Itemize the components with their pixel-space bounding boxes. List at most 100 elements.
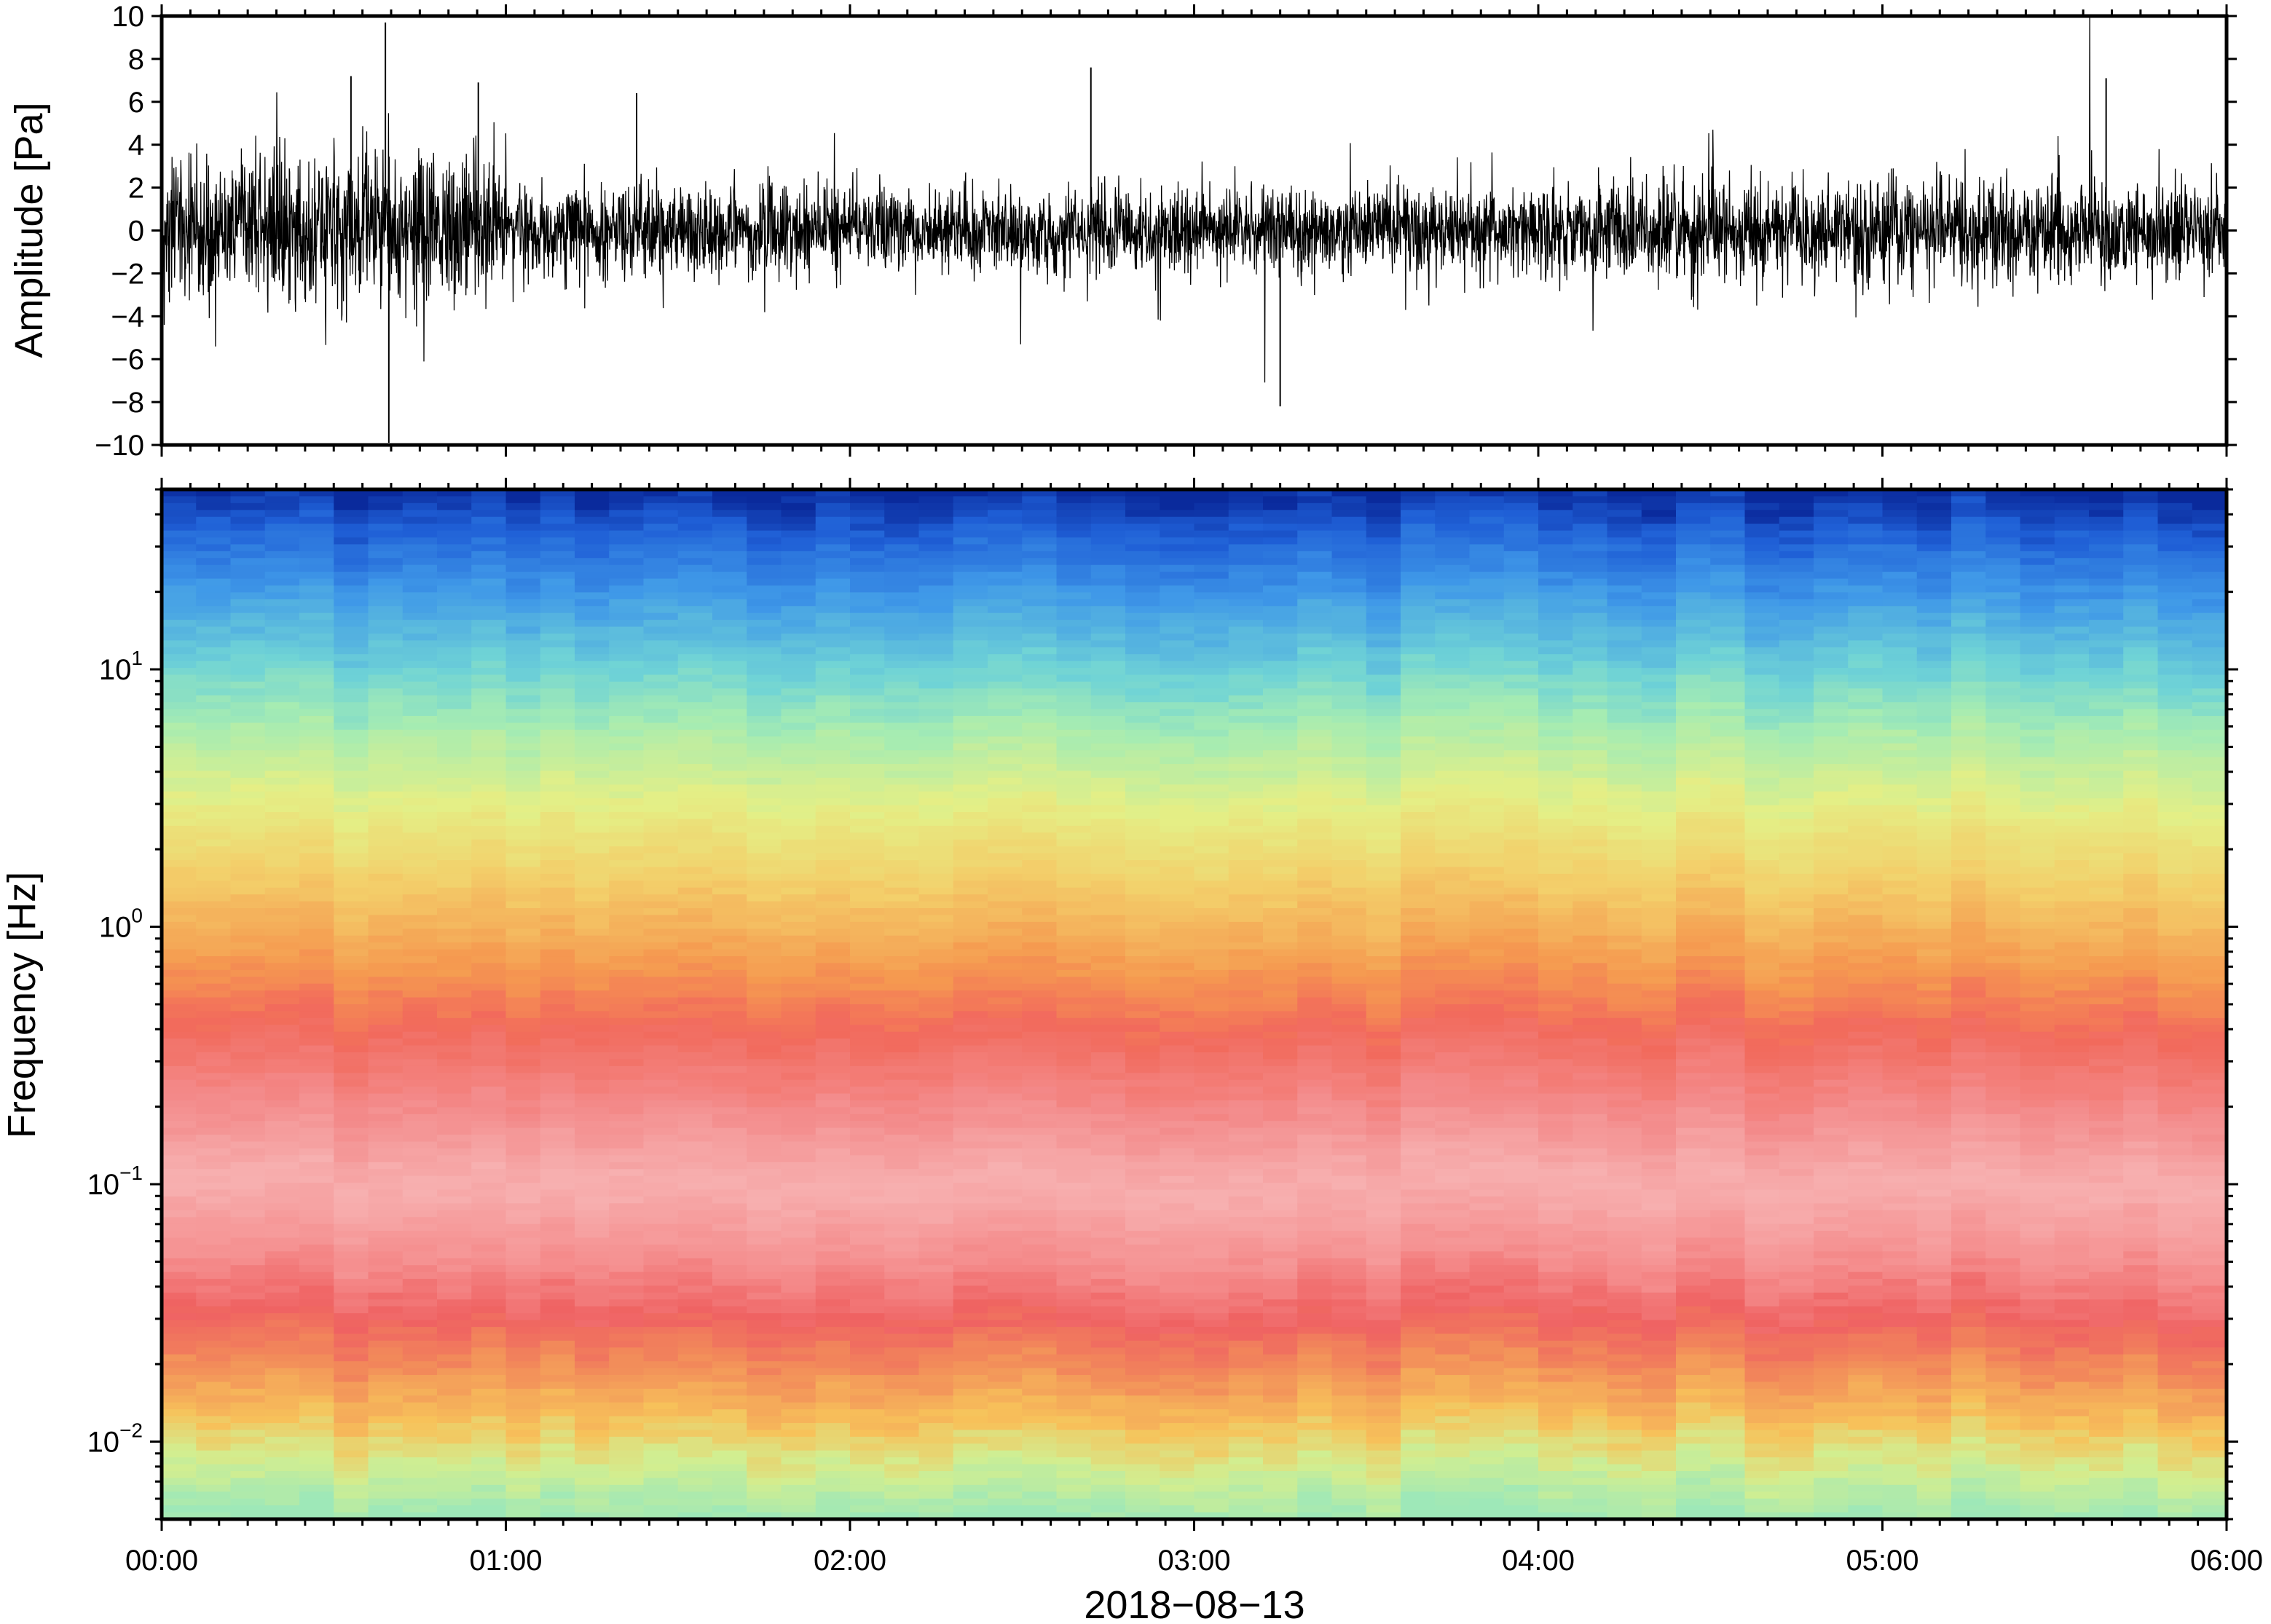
spectrogram-cell	[196, 1052, 232, 1060]
spectrogram-cell	[540, 1251, 575, 1259]
spectrogram-cell	[953, 1313, 988, 1321]
spectrogram-cell	[368, 716, 404, 724]
spectrogram-cell	[334, 921, 369, 930]
spectrogram-cell	[505, 496, 541, 504]
spectrogram-cell	[884, 1327, 920, 1335]
spectrogram-cell	[1228, 990, 1264, 998]
spectrogram-cell	[402, 496, 438, 504]
spectrogram-cell	[1228, 819, 1264, 827]
spectrogram-cell	[196, 1223, 232, 1231]
spectrogram-cell	[299, 887, 335, 895]
spectrogram-cell	[643, 551, 679, 559]
spectrogram-cell	[162, 791, 197, 799]
spectrogram-cell	[1090, 674, 1126, 682]
spectrogram-cell	[815, 1059, 851, 1067]
spectrogram-cell	[1056, 1327, 1092, 1335]
spectrogram-cell	[299, 592, 335, 600]
spectrogram-cell	[988, 867, 1023, 875]
spectrogram-cell	[884, 853, 920, 861]
spectrogram-cell	[402, 915, 438, 923]
spectrogram-cell	[299, 929, 335, 937]
spectrogram-cell	[815, 935, 851, 943]
spectrogram-cell	[1228, 688, 1264, 696]
spectrogram-cell	[1090, 764, 1126, 772]
spectrogram-cell	[1022, 1011, 1058, 1019]
spectrogram-cell	[815, 915, 851, 923]
spectrogram-cell	[334, 1244, 369, 1253]
spectrogram-cell	[884, 743, 920, 752]
spectrogram-cell	[230, 1430, 266, 1438]
spectrogram-cell	[1125, 1135, 1161, 1143]
spectrogram-cell	[815, 1031, 851, 1039]
spectrogram-cell	[471, 1402, 507, 1410]
spectrogram-cell	[1125, 1087, 1161, 1095]
spectrogram-cell	[1228, 736, 1264, 744]
spectrogram-cell	[643, 805, 679, 813]
spectrogram-cell	[368, 1121, 404, 1129]
spectrogram-cell	[781, 839, 816, 847]
spectrogram-cell	[540, 1175, 575, 1183]
spectrogram-cell	[1194, 990, 1229, 998]
spectrogram-cell	[1125, 1368, 1161, 1376]
spectrogram-cell	[575, 901, 610, 909]
spectrogram-cell	[471, 702, 507, 710]
spectrogram-cell	[540, 1231, 575, 1239]
spectrogram-cell	[781, 496, 816, 504]
spectrogram-cell	[264, 942, 300, 950]
spectrogram-cell	[815, 640, 851, 648]
spectrogram-cell	[815, 516, 851, 524]
spectrogram-cell	[884, 1141, 920, 1149]
spectrogram-cell	[402, 894, 438, 902]
spectrogram-cell	[230, 963, 266, 971]
spectrogram-cell	[1125, 1196, 1161, 1205]
spectrogram-cell	[230, 1183, 266, 1191]
spectrogram-cell	[988, 963, 1023, 971]
spectrogram-cell	[643, 1430, 679, 1438]
spectrogram-cell	[264, 716, 300, 724]
spectrogram-cell	[437, 949, 473, 957]
spectrogram-cell	[747, 1038, 782, 1046]
spectrogram-cell	[402, 1333, 438, 1341]
spectrogram-cell	[264, 510, 300, 518]
spectrogram-cell	[540, 524, 575, 532]
spectrogram-cell	[368, 695, 404, 703]
spectrogram-cell	[575, 1141, 610, 1149]
spectrogram-cell	[884, 1121, 920, 1129]
spectrogram-cell	[505, 640, 541, 648]
spectrogram-cell	[609, 1107, 645, 1115]
spectrogram-cell	[712, 1512, 748, 1520]
spectrogram-cell	[334, 1484, 369, 1493]
spectrogram-cell	[1125, 1251, 1161, 1259]
spectrogram-cell	[747, 1464, 782, 1472]
spectrogram-cell	[1228, 1512, 1264, 1520]
spectrogram-cell	[781, 819, 816, 827]
spectrogram-cell	[1090, 1340, 1126, 1349]
spectrogram-cell	[609, 524, 645, 532]
spectrogram-cell	[196, 997, 232, 1005]
spectrogram-cell	[575, 1148, 610, 1156]
spectrogram-cell	[850, 1285, 886, 1293]
spectrogram-cell	[677, 612, 713, 620]
spectrogram-cell	[953, 1505, 988, 1513]
spectrogram-cell	[1194, 1299, 1229, 1307]
spectrogram-cell	[1160, 1162, 1195, 1170]
spectrogram-cell	[918, 585, 954, 594]
spectrogram-cell	[402, 1127, 438, 1135]
spectrogram-cell	[1160, 1498, 1195, 1506]
spectrogram-cell	[988, 502, 1023, 511]
spectrogram-cell	[196, 949, 232, 957]
spectrogram-cell	[368, 1471, 404, 1479]
spectrogram-cell	[677, 1340, 713, 1349]
spectrogram-cell	[230, 949, 266, 957]
spectrogram-cell	[1228, 1011, 1264, 1019]
spectrogram-cell	[1056, 681, 1092, 690]
spectrogram-cell	[884, 736, 920, 744]
spectrogram-cell	[1056, 661, 1092, 669]
spectrogram-cell	[299, 1251, 335, 1259]
spectrogram-cell	[1194, 1450, 1229, 1458]
spectrogram-cell	[540, 1333, 575, 1341]
spectrogram-cell	[1090, 757, 1126, 765]
spectrogram-cell	[677, 1189, 713, 1197]
spectrogram-cell	[1125, 1052, 1161, 1060]
spectrogram-cell	[162, 1375, 197, 1383]
